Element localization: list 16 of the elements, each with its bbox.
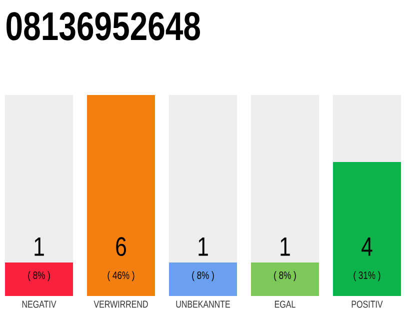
chart-title: 08136952648 <box>6 12 200 40</box>
data-label: 1 <box>198 237 208 256</box>
data-label: 6 <box>116 237 126 256</box>
x-tick-label: NEGATIV <box>22 300 56 308</box>
annotation: ( 46% ) <box>108 271 134 282</box>
x-tick-label: POSITIV <box>352 300 383 308</box>
annotation: ( 31% ) <box>354 271 380 282</box>
data-label: 4 <box>362 237 372 256</box>
data-label: 1 <box>280 237 290 256</box>
annotation: ( 8% ) <box>28 271 50 282</box>
x-tick-label: VERWIRREND <box>94 300 148 308</box>
annotation: ( 8% ) <box>274 271 296 282</box>
x-tick-label: UNBEKANNTE <box>176 300 230 308</box>
x-tick-label: EGAL <box>274 300 296 308</box>
data-label: 1 <box>34 237 44 256</box>
annotation: ( 8% ) <box>192 271 214 282</box>
